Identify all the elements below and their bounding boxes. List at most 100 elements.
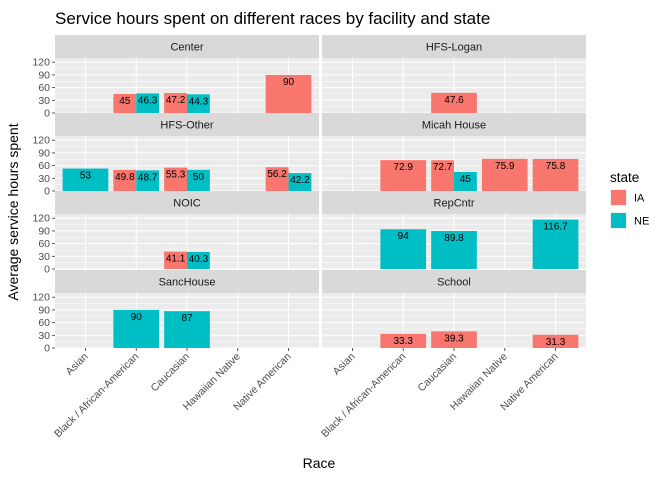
y-tick-label: 30 [38, 173, 50, 185]
bar-value-label: 42.2 [290, 175, 310, 186]
bar [265, 74, 312, 113]
y-tick-label: 60 [38, 82, 50, 94]
bar-value-label: 55.3 [166, 170, 186, 181]
bar [164, 167, 187, 191]
facet-panel: School 33.3 39.3 31.3 [322, 270, 586, 351]
facet-strip [322, 270, 586, 293]
y-tick-label: 120 [32, 135, 50, 147]
bar [532, 219, 579, 269]
y-tick-label: 90 [38, 147, 50, 159]
y-tick-label: 30 [38, 251, 50, 263]
bar [187, 94, 210, 113]
facet-strip-label: HFS-Logan [426, 42, 482, 54]
bar [431, 160, 454, 191]
bar [113, 169, 137, 191]
bar-value-label: 44.3 [189, 96, 209, 107]
bar [380, 229, 427, 269]
bar-value-label: 39.3 [444, 333, 464, 344]
y-tick-label: 0 [44, 108, 50, 120]
facet-panel: HFS-Logan 47.6 [322, 35, 586, 114]
bar-value-label: 72.9 [393, 162, 413, 173]
y-tick-label: 0 [44, 343, 50, 355]
bar-value-label: 31.3 [546, 337, 566, 348]
facet-strip [55, 270, 319, 293]
bar-value-label: 40.3 [189, 254, 209, 265]
x-tick-label: Asian [331, 351, 358, 378]
bar-value-label: 72.7 [433, 162, 453, 173]
bar [136, 170, 160, 191]
bar-value-label: 45 [119, 96, 131, 107]
bar-value-label: 47.6 [444, 95, 464, 106]
facet-strip [322, 191, 586, 214]
bar-value-label: 46.3 [138, 95, 158, 106]
facet-strip-label: School [437, 277, 471, 289]
x-tick-label: Caucasian [149, 351, 193, 395]
facet-strip-label: Center [170, 42, 203, 54]
legend-key [611, 213, 626, 228]
x-axis-title: Race [303, 455, 336, 471]
facet-strip-label: SancHouse [159, 277, 216, 289]
facet-strip-label: Micah House [422, 120, 486, 132]
bar-value-label: 116.7 [543, 222, 568, 233]
bar [380, 333, 427, 348]
bar-value-label: 94 [398, 231, 410, 242]
y-tick-label: 30 [38, 330, 50, 342]
bar-value-label: 33.3 [393, 336, 413, 347]
bar [164, 93, 187, 113]
facet-strip [322, 113, 586, 136]
bar [532, 334, 579, 348]
bar [431, 231, 477, 269]
facet-strip-label: NOIC [173, 198, 201, 210]
bar [62, 168, 109, 191]
y-tick-label: 60 [38, 160, 50, 172]
y-axis-title: Average service hours spent [5, 123, 21, 300]
bar [454, 171, 477, 191]
x-tick-label: Asian [64, 351, 91, 378]
facet-strip [55, 113, 319, 136]
bar [187, 251, 210, 269]
bar-value-label: 45 [460, 174, 472, 185]
x-tick-label: Black / African-American [319, 351, 408, 440]
bar-value-label: 50 [193, 172, 205, 183]
y-tick-label: 0 [44, 264, 50, 276]
legend-key [611, 190, 626, 205]
bar-value-label: 41.1 [166, 254, 186, 265]
y-tick-label: 60 [38, 317, 50, 329]
bar [288, 173, 312, 191]
y-tick-label: 0 [44, 186, 50, 198]
y-tick-label: 90 [38, 69, 50, 81]
x-tick-label: Caucasian [416, 351, 460, 395]
legend-label: NE [634, 216, 649, 228]
legend-items: IA NE [610, 189, 649, 229]
facet-strip [55, 191, 319, 214]
legend-label: IA [634, 193, 645, 205]
bar [431, 92, 477, 113]
bar-value-label: 90 [283, 77, 295, 88]
x-tick-label: Black / African-American [52, 351, 141, 440]
legend: state IA NE [610, 170, 649, 229]
bar [113, 309, 160, 348]
y-tick-label: 90 [38, 225, 50, 237]
bar [136, 93, 160, 113]
bar [431, 331, 477, 348]
bar [164, 311, 210, 348]
bar [265, 167, 289, 191]
facet-strip-label: RepCntr [434, 198, 475, 210]
facet-panel: RepCntr 94 89.8 116.7 [322, 191, 586, 270]
facet-strip [55, 35, 319, 58]
bar-value-label: 87 [181, 313, 193, 324]
y-tick-label: 120 [32, 292, 50, 304]
bar-value-label: 47.2 [166, 95, 186, 106]
chart-title: Service hours spent on different races b… [55, 9, 490, 28]
legend-title: state [610, 170, 639, 185]
bar-value-label: 49.8 [115, 172, 135, 183]
bar [113, 93, 137, 113]
bar-value-label: 48.7 [138, 172, 158, 183]
facet-panel: Micah House 72.9 72.7 45 75.9 75.8 [322, 113, 586, 192]
